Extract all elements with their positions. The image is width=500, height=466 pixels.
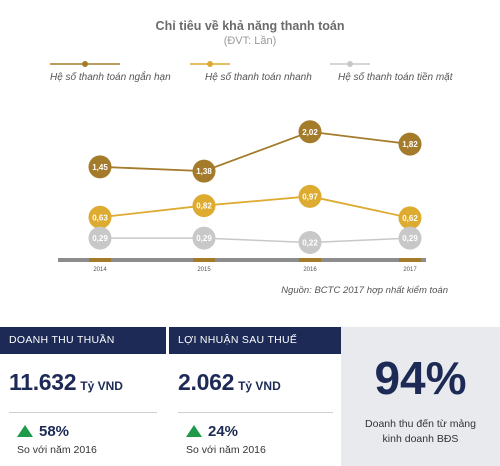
data-label: 2,02 [302,128,318,137]
x-tick-label: 2017 [403,267,417,273]
legend-label-quick: Hệ số thanh toán nhanh [205,72,312,83]
data-point [398,206,422,230]
x-tick-mark-1 [193,258,215,262]
data-label: 1,82 [402,140,418,149]
profit-number: 2.062 [178,369,235,395]
profit-unit: Tỷ VND [238,379,281,393]
legend-marker-1 [207,61,213,67]
chart-subtitle: (ĐVT: Lần) [223,35,277,47]
revenue-card: DOANH THU THUẦN 11.632 Tỷ VND 58% So với … [0,327,166,466]
data-point [88,155,112,179]
profit-growth: 24% [186,423,238,441]
series-line-0 [99,130,411,173]
data-point [88,226,112,250]
chart-source: Nguồn: BCTC 2017 hợp nhất kiểm toán [281,285,448,296]
share-percent: 94% [374,352,467,404]
profit-compare: So với năm 2016 [186,444,266,456]
legend-item-quick: Hệ số thanh toán nhanh [190,54,330,94]
x-tick-label: 2016 [303,267,317,273]
data-point [298,120,322,144]
share-desc-line-1: Doanh thu đến từ mảng [365,418,476,430]
x-tick-mark-0 [89,258,111,262]
data-label: 0,63 [92,213,108,222]
profit-divider [178,412,333,413]
data-point [192,159,216,183]
x-tick-label: 2014 [93,267,107,273]
data-point [298,184,322,208]
revenue-header: DOANH THU THUẦN [0,327,166,354]
revenue-number: 11.632 [9,369,77,395]
profit-growth-pct: 24% [208,423,239,440]
profit-value: 2.062 Tỷ VND [178,369,281,396]
data-label: 0,29 [402,234,418,243]
legend-item-cash: Hệ số thanh toán tiền mặt [330,54,490,94]
legend-marker-2 [347,61,353,67]
revenue-compare: So với năm 2016 [17,444,97,456]
legend-item-short-term: Hệ số thanh toán ngắn hạn [0,54,180,94]
share-description: Doanh thu đến từ mảng kinh doanh BĐS [341,417,500,447]
share-desc-line-2: kinh doanh BĐS [382,433,459,445]
series-line-1 [99,195,411,219]
chart-title: Chỉ tiêu về khả năng thanh toán [155,19,345,33]
x-tick-label: 2015 [197,267,211,273]
data-label: 1,38 [196,167,212,176]
series-line-2 [100,237,411,244]
legend-label-cash: Hệ số thanh toán tiền mặt [338,72,453,83]
data-label: 0,29 [92,234,108,243]
legend-label-short-term: Hệ số thanh toán ngắn hạn [50,72,171,83]
data-point [192,226,216,250]
revenue-value: 11.632 Tỷ VND [9,369,123,396]
profit-header: LỢI NHUẬN SAU THUẾ [169,327,341,354]
data-label: 0,62 [402,214,418,223]
data-point [398,132,422,156]
data-label: 0,29 [196,234,212,243]
data-point [88,205,112,229]
revenue-growth-pct: 58% [39,423,70,440]
share-card: 94% Doanh thu đến từ mảng kinh doanh BĐS [341,327,500,466]
revenue-divider [9,412,157,413]
data-label: 0,22 [302,238,318,247]
data-label: 0,82 [196,202,212,211]
x-tick-mark-3 [399,258,421,262]
profit-header-label: LỢI NHUẬN SAU THUẾ [178,334,298,346]
revenue-header-label: DOANH THU THUẦN [9,334,115,346]
profit-card: LỢI NHUẬN SAU THUẾ 2.062 Tỷ VND 24% So vớ… [169,327,341,466]
chart-canvas: 2014 2015 2016 2017 1,45 1,38 2,02 1,82 0,63 0,82… [50,61,426,273]
x-axis-line [58,258,426,262]
data-point [192,194,216,218]
revenue-growth: 58% [17,423,69,441]
data-point [398,226,422,250]
legend-marker-0 [82,61,88,67]
liquidity-chart: Chỉ tiêu về khả năng thanh toán (ĐVT: Lầ… [0,19,490,296]
data-point [298,230,322,254]
up-arrow-icon [186,425,202,437]
x-tick-mark-2 [299,258,321,262]
revenue-unit: Tỷ VND [80,379,123,393]
up-arrow-icon [17,425,33,437]
data-label: 0,97 [302,192,318,201]
data-label: 1,45 [92,163,108,172]
stats-panel: DOANH THU THUẦN 11.632 Tỷ VND 58% So với … [0,327,500,466]
